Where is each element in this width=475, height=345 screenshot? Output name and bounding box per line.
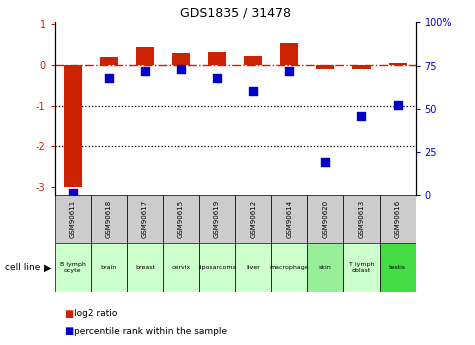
Bar [271, 243, 307, 292]
Bar [271, 195, 307, 243]
Text: T lymph
oblast: T lymph oblast [349, 262, 374, 273]
Bar [280, 43, 298, 65]
Bar [127, 195, 163, 243]
Bar [127, 243, 163, 292]
Text: cervix: cervix [171, 265, 190, 270]
Text: GSM90616: GSM90616 [395, 200, 400, 238]
Bar [380, 195, 416, 243]
Point [394, 102, 401, 108]
Point [69, 190, 76, 196]
Bar [199, 195, 235, 243]
Point [285, 68, 293, 73]
Text: cell line: cell line [5, 263, 40, 272]
Text: ■: ■ [64, 309, 73, 319]
Text: skin: skin [319, 265, 332, 270]
Text: GSM90612: GSM90612 [250, 200, 256, 238]
Bar [64, 65, 82, 187]
Text: liposarcoma: liposarcoma [198, 265, 236, 270]
Point [141, 68, 149, 73]
Point [213, 75, 221, 80]
Text: breast: breast [135, 265, 155, 270]
Text: testis: testis [389, 265, 406, 270]
Text: liver: liver [247, 265, 260, 270]
Text: log2 ratio: log2 ratio [74, 309, 117, 318]
Bar [316, 65, 334, 69]
Bar [307, 195, 343, 243]
Bar [163, 195, 199, 243]
Bar [91, 243, 127, 292]
Text: ■: ■ [64, 326, 73, 336]
Bar [136, 47, 154, 65]
Bar [235, 195, 271, 243]
Point [322, 159, 329, 165]
Bar [55, 195, 91, 243]
Point [249, 89, 257, 94]
Text: GSM90620: GSM90620 [323, 200, 328, 238]
Bar [55, 243, 91, 292]
Text: GSM90615: GSM90615 [178, 200, 184, 238]
Point [358, 113, 365, 118]
Bar [307, 243, 343, 292]
Bar [163, 243, 199, 292]
Bar [343, 195, 380, 243]
Bar [172, 53, 190, 65]
Bar [91, 195, 127, 243]
Text: B lymph
ocyte: B lymph ocyte [60, 262, 86, 273]
Bar [208, 52, 226, 65]
Bar [389, 62, 407, 65]
Text: macrophage: macrophage [269, 265, 309, 270]
Text: GSM90611: GSM90611 [70, 200, 76, 238]
Text: GSM90614: GSM90614 [286, 200, 292, 238]
Text: GSM90613: GSM90613 [359, 200, 364, 238]
Bar [199, 243, 235, 292]
Point [105, 75, 113, 80]
Bar [343, 243, 380, 292]
Bar [380, 243, 416, 292]
Text: brain: brain [101, 265, 117, 270]
Bar [244, 56, 262, 65]
Text: GSM90618: GSM90618 [106, 200, 112, 238]
Text: ▶: ▶ [44, 263, 51, 272]
Point [177, 66, 185, 72]
Text: percentile rank within the sample: percentile rank within the sample [74, 327, 227, 336]
Bar [100, 57, 118, 65]
Text: GSM90619: GSM90619 [214, 200, 220, 238]
Text: GSM90617: GSM90617 [142, 200, 148, 238]
Bar [235, 243, 271, 292]
Title: GDS1835 / 31478: GDS1835 / 31478 [180, 7, 291, 20]
Bar [352, 65, 370, 69]
